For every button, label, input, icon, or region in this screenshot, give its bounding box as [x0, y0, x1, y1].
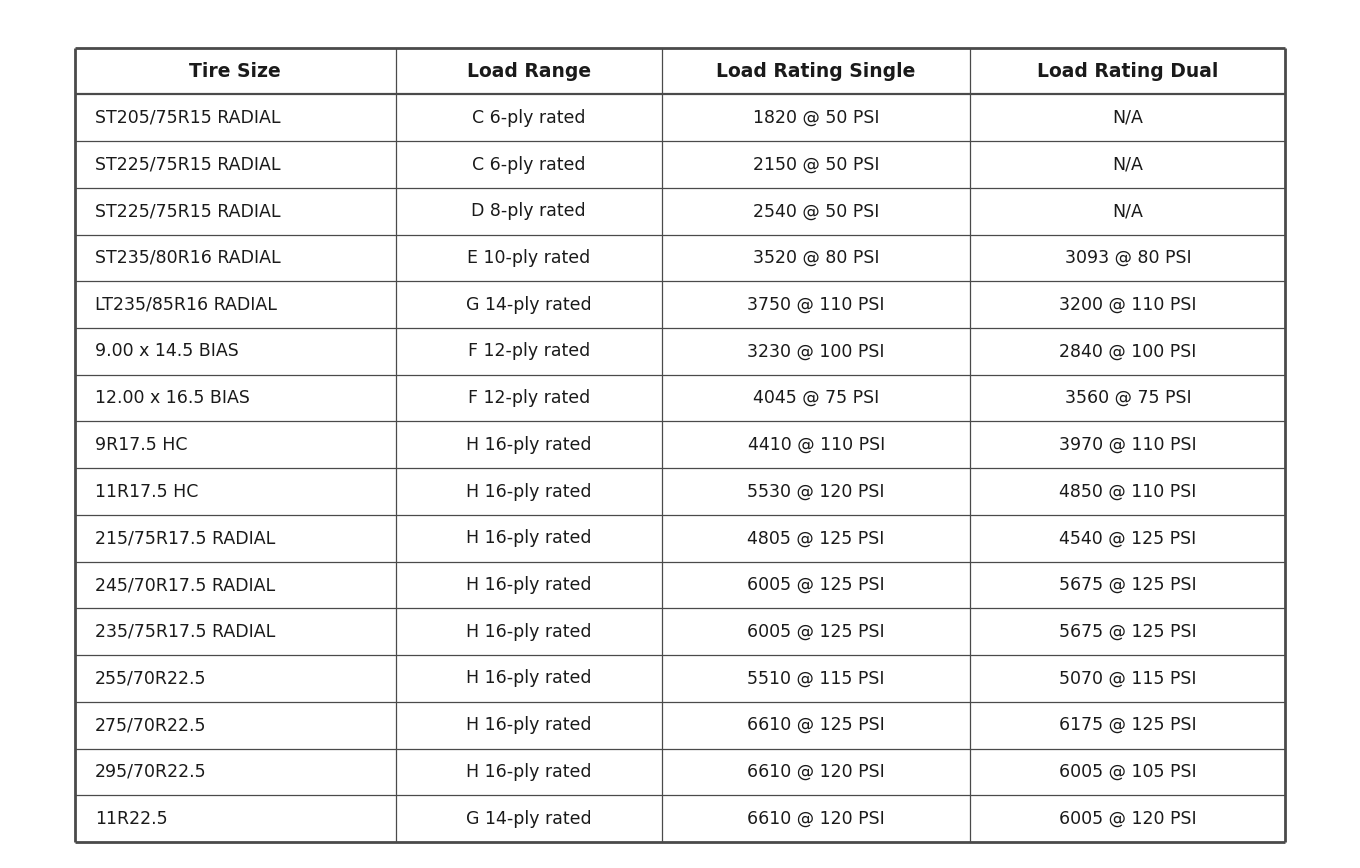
Text: 9R17.5 HC: 9R17.5 HC [95, 436, 188, 454]
Text: Load Rating Single: Load Rating Single [717, 62, 915, 81]
Text: E 10-ply rated: E 10-ply rated [466, 249, 590, 267]
Text: 2150 @ 50 PSI: 2150 @ 50 PSI [753, 155, 880, 174]
Text: 6005 @ 125 PSI: 6005 @ 125 PSI [748, 576, 885, 594]
Text: 275/70R22.5: 275/70R22.5 [95, 716, 207, 734]
Text: 3093 @ 80 PSI: 3093 @ 80 PSI [1065, 249, 1191, 267]
Text: N/A: N/A [1112, 108, 1144, 127]
Text: 215/75R17.5 RADIAL: 215/75R17.5 RADIAL [95, 529, 276, 548]
Text: ST225/75R15 RADIAL: ST225/75R15 RADIAL [95, 155, 280, 174]
Text: LT235/85R16 RADIAL: LT235/85R16 RADIAL [95, 296, 277, 313]
Text: 4850 @ 110 PSI: 4850 @ 110 PSI [1059, 483, 1197, 501]
Text: 5675 @ 125 PSI: 5675 @ 125 PSI [1059, 576, 1197, 594]
Text: 4410 @ 110 PSI: 4410 @ 110 PSI [748, 436, 885, 454]
Text: 6610 @ 120 PSI: 6610 @ 120 PSI [747, 763, 885, 781]
Text: ST225/75R15 RADIAL: ST225/75R15 RADIAL [95, 202, 280, 220]
Text: H 16-ply rated: H 16-ply rated [466, 763, 592, 781]
Text: H 16-ply rated: H 16-ply rated [466, 483, 592, 501]
Text: F 12-ply rated: F 12-ply rated [468, 389, 590, 407]
Text: 6610 @ 120 PSI: 6610 @ 120 PSI [747, 810, 885, 827]
Text: 235/75R17.5 RADIAL: 235/75R17.5 RADIAL [95, 622, 276, 641]
Text: N/A: N/A [1112, 155, 1144, 174]
Text: 245/70R17.5 RADIAL: 245/70R17.5 RADIAL [95, 576, 275, 594]
Text: 255/70R22.5: 255/70R22.5 [95, 669, 207, 687]
Text: ST205/75R15 RADIAL: ST205/75R15 RADIAL [95, 108, 280, 127]
Text: 1820 @ 50 PSI: 1820 @ 50 PSI [753, 108, 880, 127]
Text: H 16-ply rated: H 16-ply rated [466, 622, 592, 641]
Text: Load Rating Dual: Load Rating Dual [1038, 62, 1219, 81]
Text: G 14-ply rated: G 14-ply rated [466, 810, 592, 827]
Text: 5675 @ 125 PSI: 5675 @ 125 PSI [1059, 622, 1197, 641]
Text: C 6-ply rated: C 6-ply rated [472, 108, 585, 127]
Text: N/A: N/A [1112, 202, 1144, 220]
Text: 12.00 x 16.5 BIAS: 12.00 x 16.5 BIAS [95, 389, 250, 407]
Text: G 14-ply rated: G 14-ply rated [466, 296, 592, 313]
Text: 2540 @ 50 PSI: 2540 @ 50 PSI [753, 202, 880, 220]
Text: 6610 @ 125 PSI: 6610 @ 125 PSI [747, 716, 885, 734]
Text: 5070 @ 115 PSI: 5070 @ 115 PSI [1059, 669, 1197, 687]
Text: H 16-ply rated: H 16-ply rated [466, 529, 592, 548]
Text: 3230 @ 100 PSI: 3230 @ 100 PSI [748, 342, 885, 360]
Text: H 16-ply rated: H 16-ply rated [466, 669, 592, 687]
Text: 5530 @ 120 PSI: 5530 @ 120 PSI [748, 483, 885, 501]
Text: 3750 @ 110 PSI: 3750 @ 110 PSI [748, 296, 885, 313]
Text: 6005 @ 120 PSI: 6005 @ 120 PSI [1059, 810, 1197, 827]
Text: 9.00 x 14.5 BIAS: 9.00 x 14.5 BIAS [95, 342, 239, 360]
Text: 5510 @ 115 PSI: 5510 @ 115 PSI [748, 669, 885, 687]
Text: 2840 @ 100 PSI: 2840 @ 100 PSI [1059, 342, 1197, 360]
Text: 11R17.5 HC: 11R17.5 HC [95, 483, 199, 501]
Text: 6005 @ 105 PSI: 6005 @ 105 PSI [1059, 763, 1197, 781]
Text: H 16-ply rated: H 16-ply rated [466, 716, 592, 734]
Text: 3520 @ 80 PSI: 3520 @ 80 PSI [753, 249, 880, 267]
Text: F 12-ply rated: F 12-ply rated [468, 342, 590, 360]
Text: ST235/80R16 RADIAL: ST235/80R16 RADIAL [95, 249, 280, 267]
Text: Tire Size: Tire Size [189, 62, 282, 81]
Text: 3560 @ 75 PSI: 3560 @ 75 PSI [1065, 389, 1191, 407]
Text: H 16-ply rated: H 16-ply rated [466, 436, 592, 454]
Text: Load Range: Load Range [466, 62, 590, 81]
Text: 4805 @ 125 PSI: 4805 @ 125 PSI [748, 529, 885, 548]
Text: 11R22.5: 11R22.5 [95, 810, 167, 827]
Text: 6005 @ 125 PSI: 6005 @ 125 PSI [748, 622, 885, 641]
Text: 6175 @ 125 PSI: 6175 @ 125 PSI [1059, 716, 1197, 734]
Text: 295/70R22.5: 295/70R22.5 [95, 763, 207, 781]
Text: H 16-ply rated: H 16-ply rated [466, 576, 592, 594]
Text: C 6-ply rated: C 6-ply rated [472, 155, 585, 174]
Text: 4045 @ 75 PSI: 4045 @ 75 PSI [753, 389, 880, 407]
Text: 3970 @ 110 PSI: 3970 @ 110 PSI [1059, 436, 1197, 454]
Text: 4540 @ 125 PSI: 4540 @ 125 PSI [1059, 529, 1197, 548]
Text: 3200 @ 110 PSI: 3200 @ 110 PSI [1059, 296, 1197, 313]
Text: D 8-ply rated: D 8-ply rated [472, 202, 586, 220]
